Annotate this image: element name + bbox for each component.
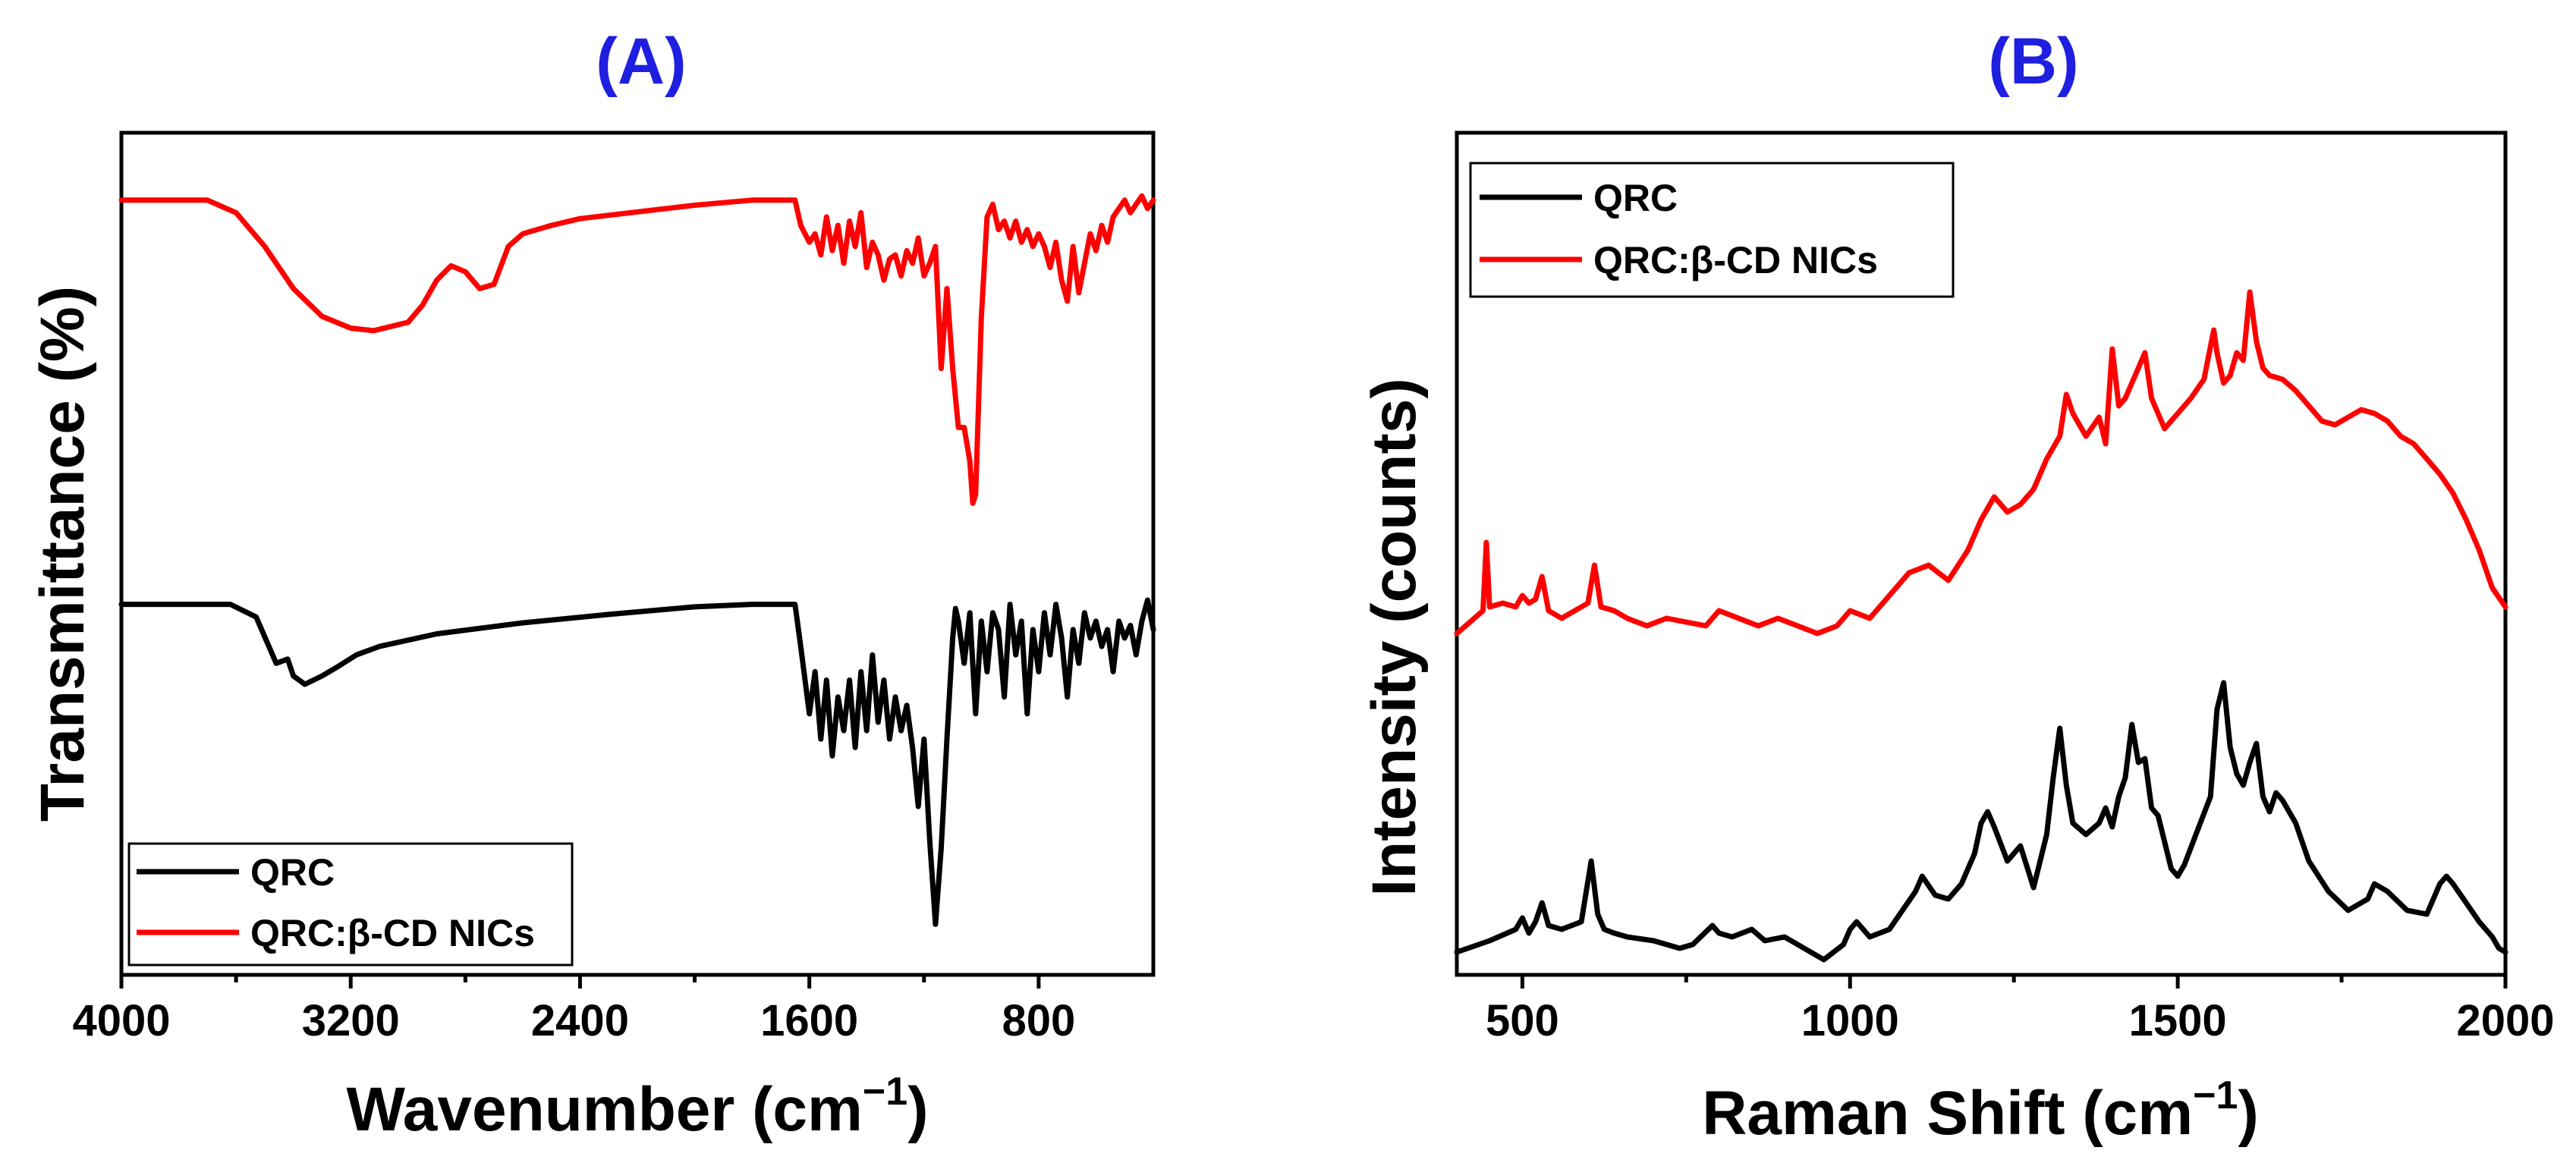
raman-series-group [1454, 289, 2508, 963]
ftir-x-tick-label-800: 800 [1002, 996, 1075, 1045]
ftir-x-tick-label-1600: 1600 [760, 996, 858, 1045]
raman-x-tick-label-1500: 1500 [2129, 996, 2227, 1045]
raman-legend-label-nics: QRC:β-CD NICs [1593, 239, 1878, 281]
ftir-x-axis-title: Wavenumber (cm−1) [346, 1070, 928, 1144]
raman-x-ticks: 500 1000 1500 2000 [1486, 975, 2555, 1045]
ftir-panel: (A) 4000 3200 2400 1600 800 Wavenumber (cm−1… [28, 25, 1156, 1144]
raman-series-qrc-line [1454, 680, 2508, 963]
raman-legend: QRC QRC:β-CD NICs [1469, 162, 1955, 298]
ftir-series-nics-line [118, 193, 1156, 506]
panel-b-label: (B) [1988, 25, 2078, 98]
raman-series-nics-line [1454, 289, 2508, 637]
ftir-y-axis-title: Transmittance (%) [28, 286, 97, 822]
raman-y-axis-title: Intensity (counts) [1360, 378, 1429, 896]
ftir-legend: QRC QRC:β-CD NICs [127, 842, 574, 967]
ftir-legend-label-nics: QRC:β-CD NICs [250, 912, 535, 954]
ftir-series-qrc-line [118, 597, 1156, 927]
ftir-x-ticks: 4000 3200 2400 1600 800 [72, 975, 1075, 1045]
ftir-x-tick-label-2400: 2400 [531, 996, 629, 1045]
raman-x-tick-label-2000: 2000 [2456, 996, 2554, 1045]
ftir-legend-box [127, 842, 574, 967]
panel-a-label: (A) [596, 25, 686, 98]
ftir-x-tick-label-4000: 4000 [72, 996, 170, 1045]
raman-plot-frame [1455, 130, 2508, 977]
ftir-legend-label-qrc: QRC [250, 851, 335, 894]
raman-x-axis-title: Raman Shift (cm−1) [1702, 1073, 2259, 1148]
raman-legend-box [1469, 162, 1955, 298]
raman-x-tick-label-1000: 1000 [1801, 996, 1899, 1045]
raman-legend-label-qrc: QRC [1593, 177, 1678, 219]
ftir-series-group [118, 193, 1156, 927]
ftir-x-tick-label-3200: 3200 [302, 996, 400, 1045]
ftir-plot-frame [119, 130, 1156, 977]
raman-panel: (B) 500 1000 1500 2000 Raman Shift (cm−1) I… [1360, 25, 2555, 1148]
raman-x-tick-label-500: 500 [1486, 996, 1559, 1045]
